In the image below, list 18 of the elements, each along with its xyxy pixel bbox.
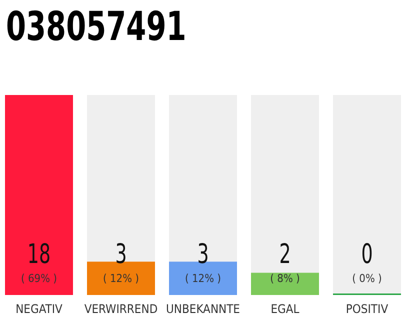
annotation: ( 69% ) <box>20 272 58 285</box>
data-label: 3 <box>197 238 209 270</box>
x-tick-label: VERWIRREND <box>84 302 158 316</box>
annotation: ( 12% ) <box>102 272 140 285</box>
x-tick-label: UNBEKANNTE <box>166 302 240 316</box>
data-label: 3 <box>115 238 127 270</box>
annotation: ( 12% ) <box>184 272 222 285</box>
data-label: 0 <box>361 238 373 270</box>
annotation: ( 8% ) <box>270 272 300 285</box>
bar <box>169 262 237 295</box>
data-label: 18 <box>27 238 51 270</box>
x-tick-label: POSITIV <box>346 302 389 316</box>
data-label: 2 <box>279 238 291 270</box>
bar <box>87 262 155 295</box>
annotation: ( 0% ) <box>352 272 382 285</box>
chart-title: 038057491 <box>6 2 186 50</box>
x-tick-label: EGAL <box>270 302 300 316</box>
x-tick-label: NEGATIV <box>16 302 64 316</box>
